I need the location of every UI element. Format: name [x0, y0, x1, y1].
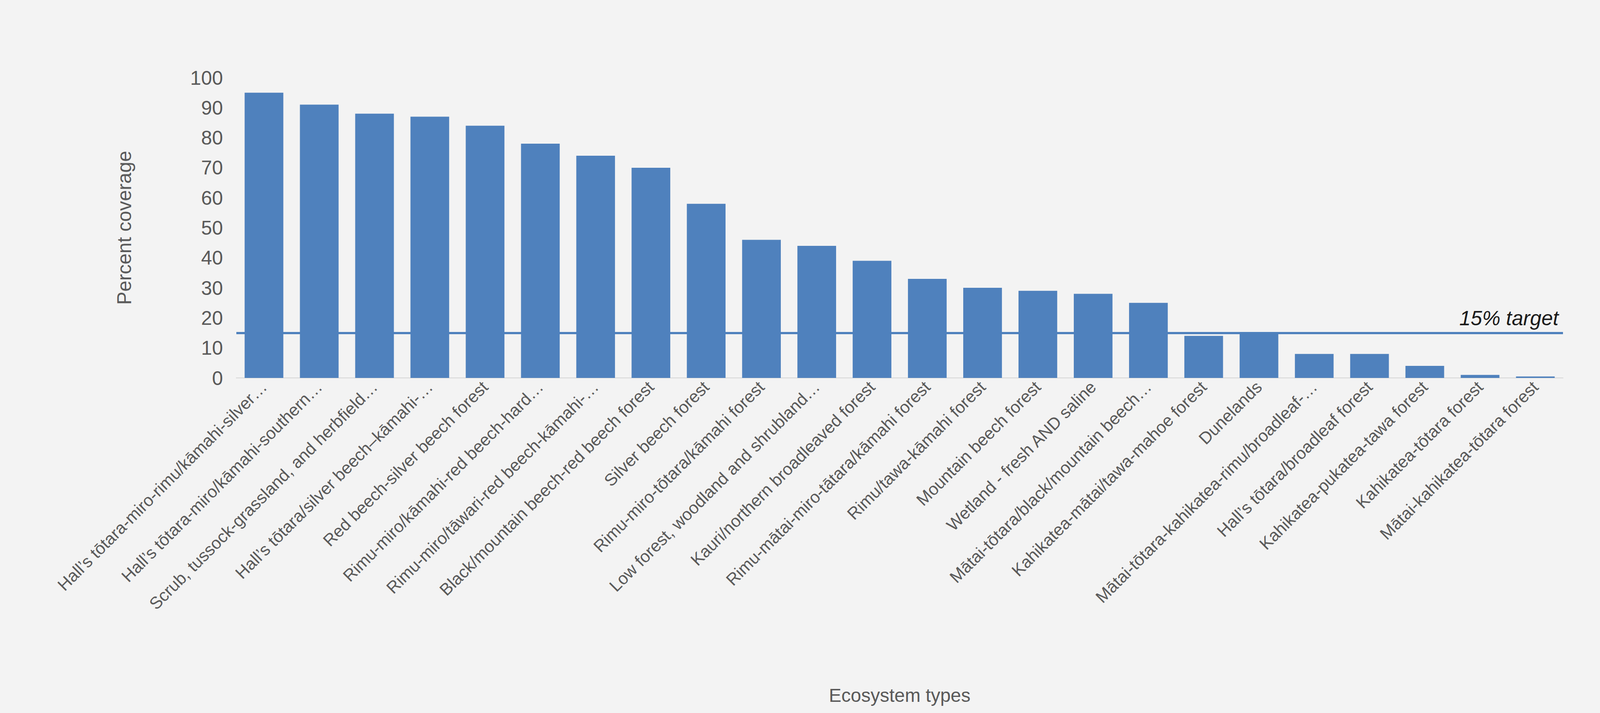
svg-text:80: 80 [201, 126, 223, 149]
svg-text:30: 30 [201, 276, 223, 299]
svg-text:Black/mountain beech-red beech: Black/mountain beech-red beech forest [435, 377, 658, 599]
svg-text:Mātai-tōtara-kahikatea-rimu/br: Mātai-tōtara-kahikatea-rimu/broadleaf-… [1092, 377, 1321, 607]
svg-text:Rimu/tawa-kāmahi forest: Rimu/tawa-kāmahi forest [843, 377, 990, 524]
svg-text:Rimu-miro/tāwari-red beech-kām: Rimu-miro/tāwari-red beech-kāmahi-… [382, 377, 603, 597]
svg-text:60: 60 [201, 186, 223, 209]
svg-text:Wetland - fresh AND saline: Wetland - fresh AND saline [942, 377, 1100, 535]
svg-text:100: 100 [190, 66, 223, 89]
svg-text:Kahikatea-pukatea-tawa forest: Kahikatea-pukatea-tawa forest [1255, 377, 1432, 554]
svg-text:Ecosystem types: Ecosystem types [828, 684, 971, 706]
svg-text:Rimu-mātai-miro-tātara/kāmahi: Rimu-mātai-miro-tātara/kāmahi forest [722, 377, 935, 590]
svg-text:Hall’s tōtara/broadleaf forest: Hall’s tōtara/broadleaf forest [1213, 377, 1377, 541]
svg-text:Scrub, tussock-grassland, and: Scrub, tussock-grassland, and herbfield… [145, 377, 382, 613]
svg-text:Hall’s tōtara-miro-rimu/kāmahi: Hall’s tōtara-miro-rimu/kāmahi-silver… [53, 377, 271, 594]
svg-text:Hall’s tōtara-miro/kāmahi-sout: Hall’s tōtara-miro/kāmahi-southern… [117, 377, 326, 586]
svg-text:Kauri/northern broadleaved for: Kauri/northern broadleaved forest [686, 377, 879, 570]
svg-text:Percent coverage: Percent coverage [113, 150, 136, 305]
svg-text:0: 0 [212, 367, 223, 389]
svg-text:Low forest, woodland and shrub: Low forest, woodland and shrubland… [605, 377, 824, 595]
svg-text:Dunelands: Dunelands [1195, 377, 1266, 448]
svg-text:40: 40 [201, 246, 223, 269]
svg-text:90: 90 [201, 96, 223, 119]
svg-text:Red beech-silver beech forest: Red beech-silver beech forest [319, 377, 492, 550]
svg-text:Mountain beech forest: Mountain beech forest [912, 377, 1045, 510]
svg-text:Rimu-miro/kāmahi-red beech-har: Rimu-miro/kāmahi-red beech-hard… [339, 377, 548, 586]
svg-text:70: 70 [201, 156, 223, 179]
svg-text:10: 10 [201, 336, 223, 359]
svg-text:Kahikatea-tōtara forest: Kahikatea-tōtara forest [1352, 377, 1487, 512]
svg-text:50: 50 [201, 216, 223, 239]
svg-text:Silver beech forest: Silver beech forest [600, 377, 713, 490]
svg-text:Rimu-miro-tōtara/kāmahi forest: Rimu-miro-tōtara/kāmahi forest [589, 377, 769, 556]
svg-text:Mātai-tōtara/black/mountain be: Mātai-tōtara/black/mountain beech… [946, 377, 1156, 587]
svg-text:Kahikatea-mātai/tawa-mahoe for: Kahikatea-mātai/tawa-mahoe forest [1007, 377, 1211, 580]
svg-text:Hall’s tōtara/silver beech–kām: Hall’s tōtara/silver beech–kāmahi-… [231, 377, 437, 582]
svg-text:15% target: 15% target [1459, 306, 1560, 330]
svg-text:20: 20 [201, 306, 223, 329]
svg-text:Mātai-kahikatea-tōtara forest: Mātai-kahikatea-tōtara forest [1376, 377, 1543, 544]
